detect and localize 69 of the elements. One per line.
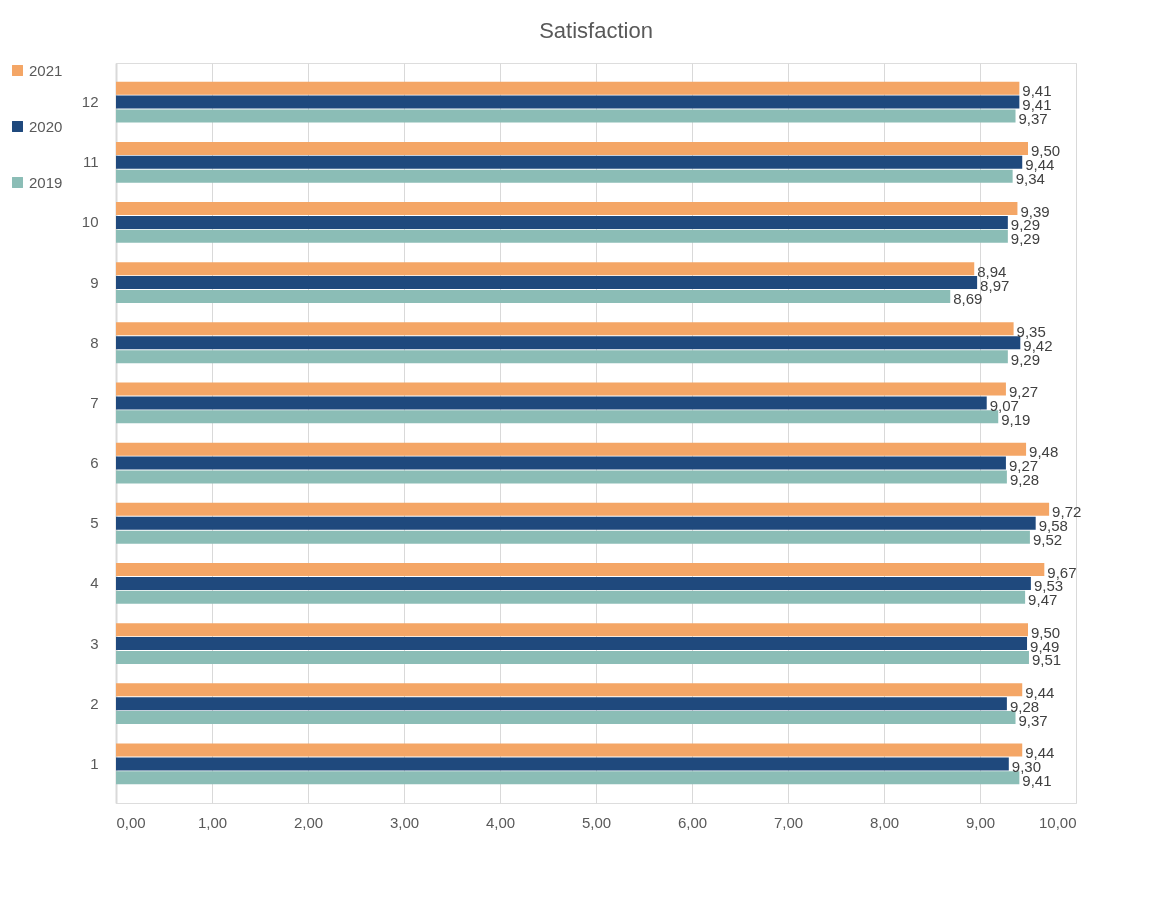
data-label: 9,29 bbox=[1010, 230, 1041, 248]
bar bbox=[116, 350, 1008, 364]
data-label: 8,94 bbox=[977, 262, 1007, 280]
x-tick-label: 0,00 bbox=[116, 813, 146, 831]
x-tick-label: 3,00 bbox=[389, 813, 420, 831]
x-tick-label: 7,00 bbox=[773, 813, 804, 831]
x-tick-label: 5,00 bbox=[581, 813, 612, 831]
bar bbox=[116, 276, 978, 290]
data-label: 9,47 bbox=[1028, 591, 1058, 609]
y-tick-label: 12 bbox=[81, 93, 99, 111]
y-tick-label: 6 bbox=[90, 454, 99, 472]
data-label: 8,69 bbox=[953, 290, 983, 308]
bar bbox=[116, 95, 1020, 109]
x-tick-label: 8,00 bbox=[869, 813, 900, 831]
y-tick-label: 3 bbox=[90, 634, 99, 652]
bar bbox=[116, 530, 1030, 544]
y-tick-label: 5 bbox=[90, 514, 99, 532]
bar bbox=[116, 322, 1014, 336]
bar bbox=[116, 289, 951, 303]
y-tick-label: 1 bbox=[90, 754, 99, 772]
data-label: 9,48 bbox=[1029, 443, 1059, 461]
legend-label: 2020 bbox=[29, 117, 63, 135]
bar bbox=[116, 623, 1028, 637]
data-label: 9,67 bbox=[1047, 563, 1077, 581]
y-tick-label: 10 bbox=[81, 213, 99, 231]
chart-title: Satisfaction bbox=[539, 18, 653, 43]
bar bbox=[116, 229, 1008, 243]
bar bbox=[116, 382, 1006, 396]
x-tick-label: 6,00 bbox=[677, 813, 708, 831]
bar bbox=[116, 743, 1023, 757]
x-tick-label: 10,00 bbox=[1038, 813, 1077, 831]
bar bbox=[116, 563, 1045, 577]
bar bbox=[116, 757, 1009, 771]
x-tick-label: 2,00 bbox=[293, 813, 324, 831]
bar bbox=[116, 141, 1028, 155]
y-tick-label: 11 bbox=[82, 153, 99, 171]
bar bbox=[116, 683, 1023, 697]
bar bbox=[116, 470, 1007, 484]
y-tick-label: 4 bbox=[90, 574, 99, 592]
bar bbox=[116, 396, 987, 410]
data-label: 9,41 bbox=[1022, 82, 1052, 100]
bar bbox=[116, 202, 1018, 216]
bar bbox=[116, 155, 1023, 169]
bar bbox=[116, 502, 1050, 516]
y-tick-label: 2 bbox=[90, 694, 99, 712]
bar bbox=[116, 215, 1008, 229]
bar bbox=[116, 442, 1027, 456]
bar bbox=[116, 697, 1007, 711]
x-tick-label: 1,00 bbox=[197, 813, 228, 831]
bar bbox=[116, 81, 1020, 95]
y-tick-label: 8 bbox=[90, 333, 99, 351]
y-tick-label: 7 bbox=[90, 393, 99, 411]
bar bbox=[116, 637, 1028, 651]
x-tick-label: 4,00 bbox=[485, 813, 516, 831]
legend-label: 2021 bbox=[29, 61, 63, 79]
legend-label: 2019 bbox=[29, 173, 63, 191]
bar bbox=[116, 516, 1036, 530]
data-label: 9,72 bbox=[1052, 503, 1082, 521]
bar bbox=[116, 576, 1031, 590]
data-label: 9,39 bbox=[1020, 202, 1050, 220]
x-tick-label: 9,00 bbox=[965, 813, 996, 831]
bar bbox=[116, 169, 1013, 183]
y-tick-label: 9 bbox=[90, 273, 99, 291]
bar bbox=[116, 109, 1016, 123]
bar bbox=[116, 262, 975, 276]
bar bbox=[116, 590, 1026, 604]
data-label: 9,50 bbox=[1031, 623, 1061, 641]
bar bbox=[116, 456, 1006, 470]
bar bbox=[116, 650, 1029, 664]
